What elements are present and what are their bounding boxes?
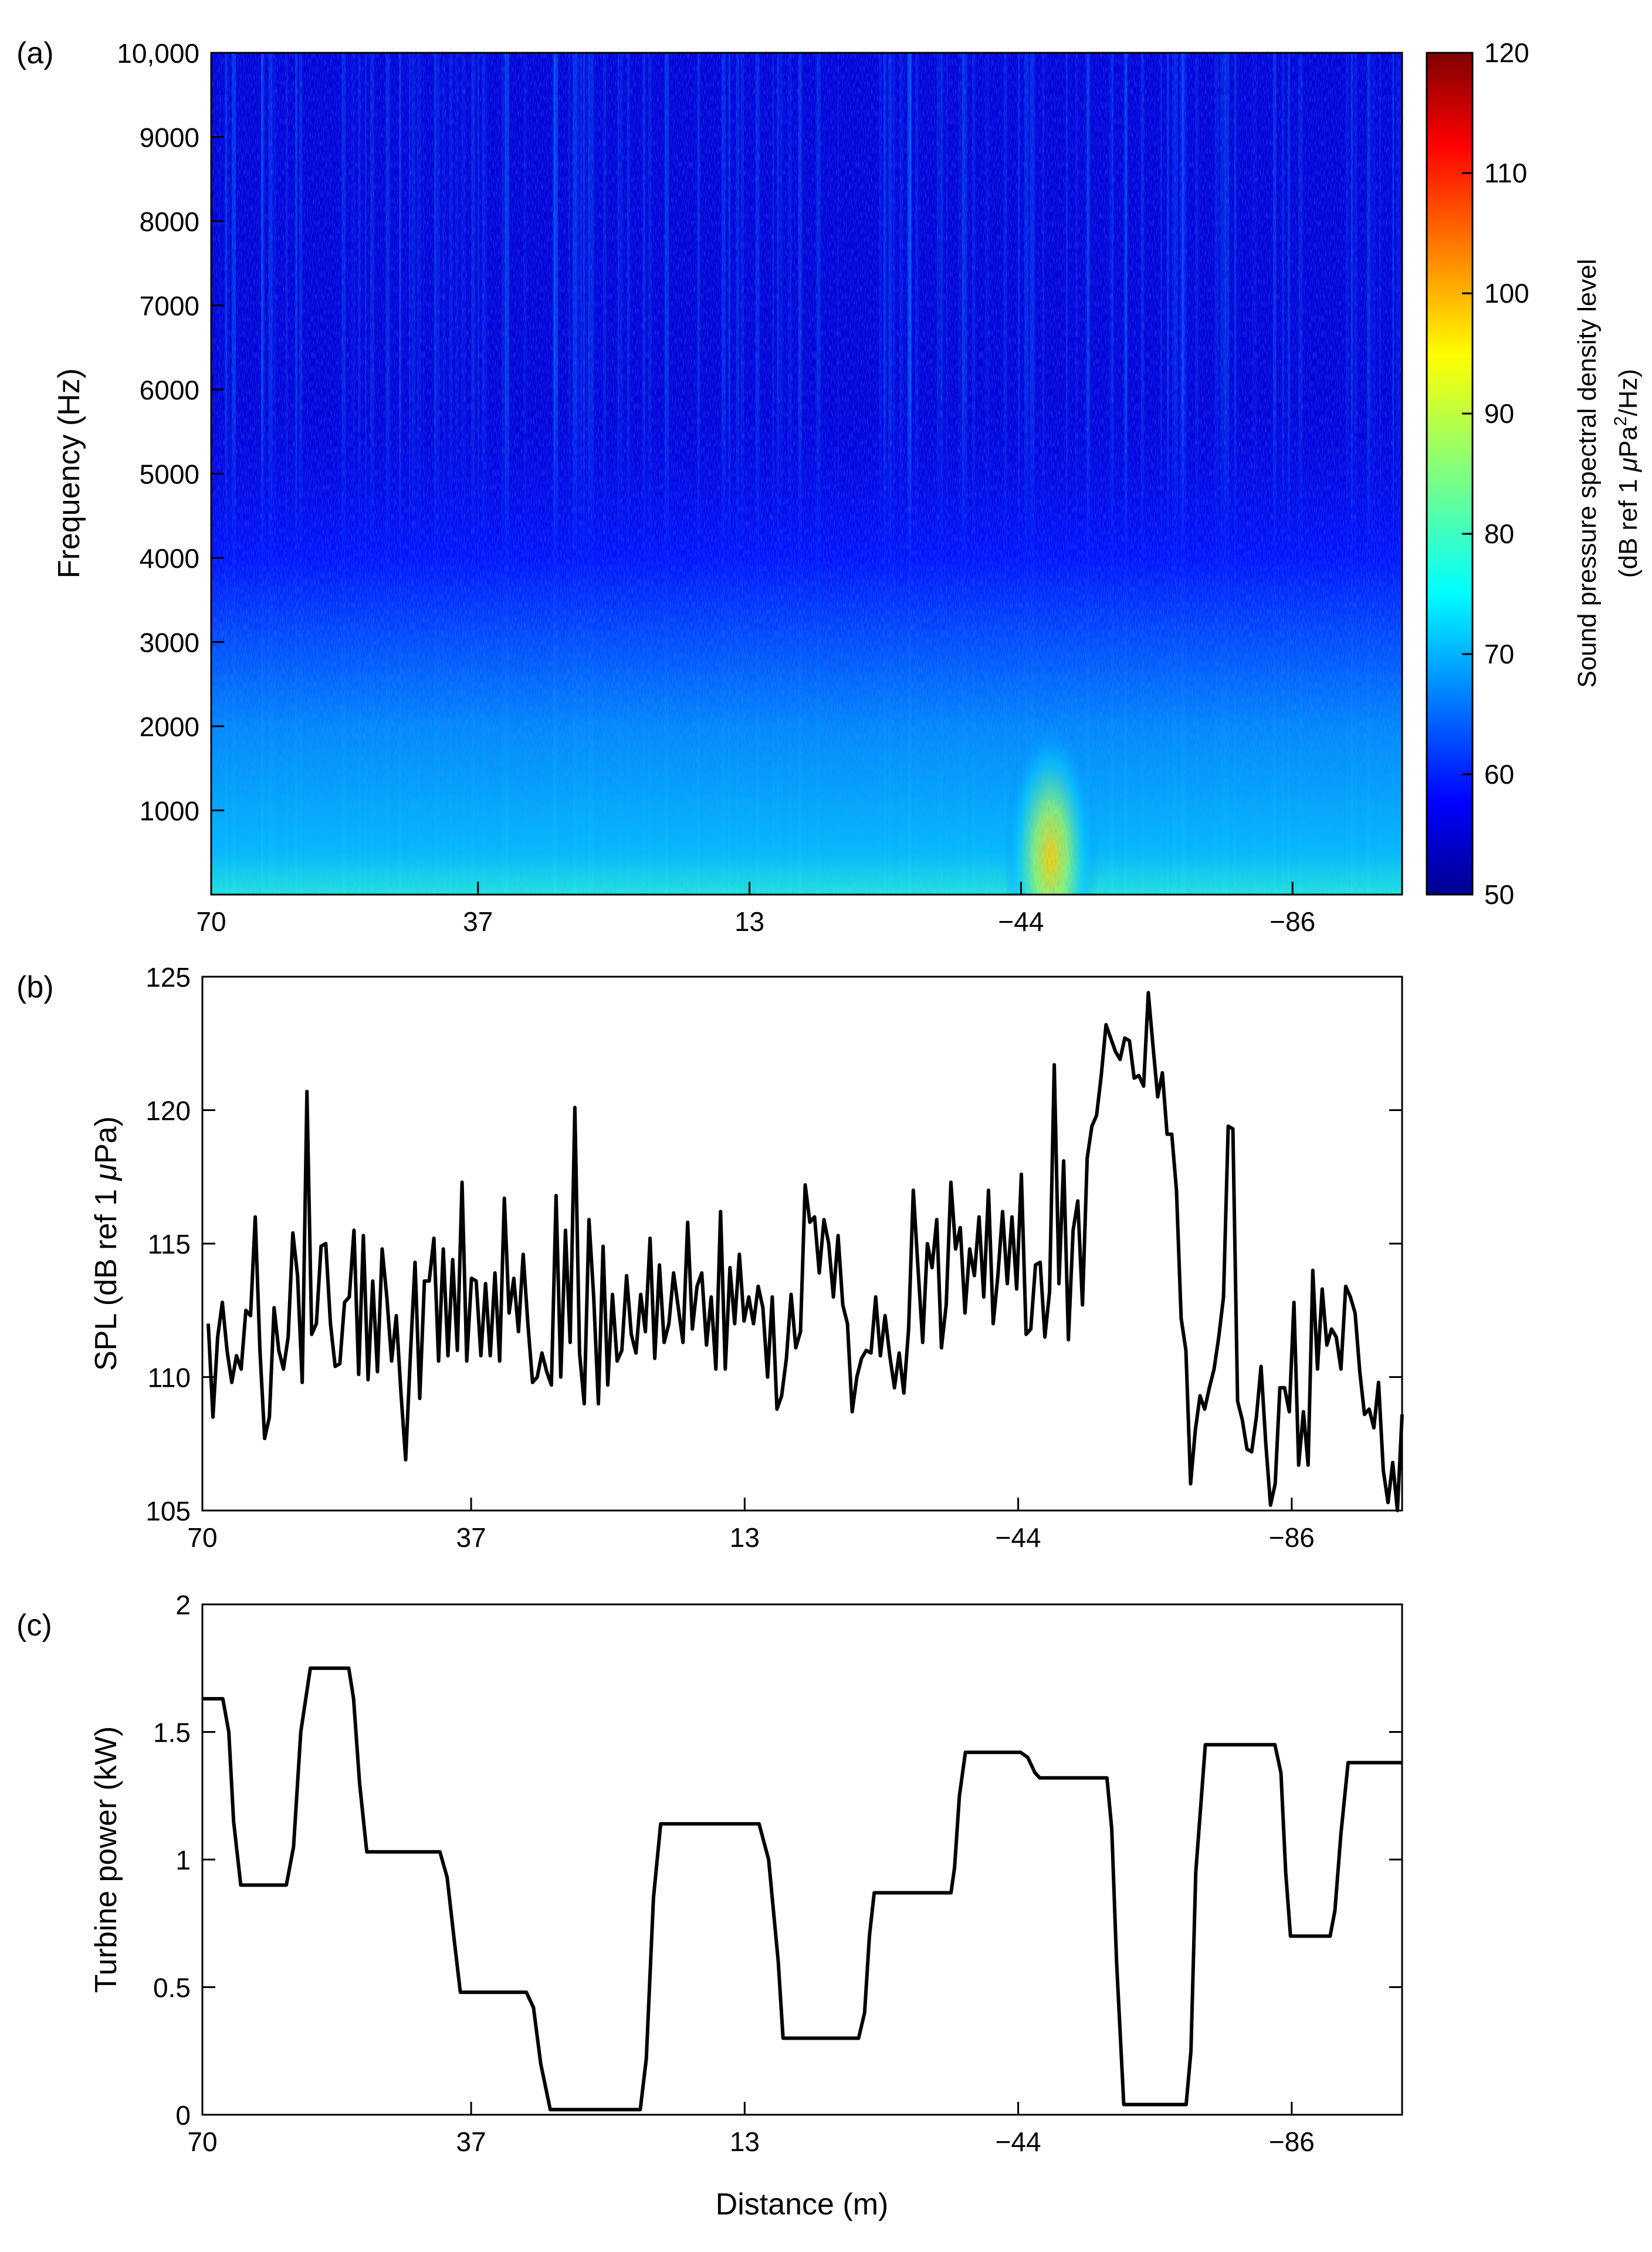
spectrogram-x-tick-label: −86 [1270,906,1315,937]
spectrogram-y-tick-label: 8000 [140,206,199,237]
colorbar-label-mu: μ [1614,458,1643,472]
power-y-ticks: 0 0.5 1 1.5 2 [153,1590,1402,2131]
spectrogram-y-tick-label: 10,000 [117,38,199,69]
spl-panel: (b) 105 110 115 120 125 70 37 13 −44 −86 SPL (dB… [16,962,1404,1553]
spectrogram-y-tick-label: 6000 [140,375,199,405]
colorbar-tick-label: 50 [1484,879,1514,910]
spectrogram-y-tick-label: 9000 [140,123,199,153]
power-y-tick-label: 1.5 [153,1718,191,1748]
power-x-tick-label: 13 [730,2126,760,2157]
spl-line [206,991,1404,1512]
colorbar-label-exp: 2 [1611,416,1630,426]
spectrogram-noise [211,53,1402,895]
spectrogram-y-ticks: 1000 2000 3000 4000 5000 6000 7000 8000 9000 10,0… [117,38,224,827]
spl-x-tick-label: 70 [187,1522,217,1553]
spl-y-label-suffix: Pa) [89,1116,123,1164]
spl-y-tick-label: 120 [145,1096,191,1126]
spl-x-tick-label: −44 [996,1522,1041,1553]
colorbar-label-line2: (dB ref 1 μPa2/Hz) [1611,369,1643,578]
spl-y-axis-label: SPL (dB ref 1 μPa) [89,1116,123,1371]
spl-y-tick-label: 115 [148,1229,191,1259]
panel-label-b: (b) [16,970,54,1004]
colorbar-tick-label: 80 [1484,519,1514,549]
spl-y-label-mu: μ [89,1164,123,1182]
spectrogram-x-tick-label: 70 [196,906,226,937]
power-x-tick-label: −44 [996,2126,1041,2157]
colorbar-ticks: 50 60 70 80 90 100 110 120 [1462,38,1529,910]
colorbar-tick-label: 70 [1484,639,1514,669]
spectrogram-x-tick-label: −44 [998,906,1044,937]
spectrogram-x-ticks: 70 37 13 −44 −86 [196,882,1315,937]
colorbar-label: Sound pressure spectral density level (d… [1573,259,1643,688]
spl-x-tick-label: 37 [456,1522,486,1553]
spectrogram-y-tick-label: 4000 [140,543,199,574]
spectrogram-y-tick-label: 2000 [140,712,199,742]
colorbar-tick-label: 90 [1484,398,1514,429]
spl-y-label-prefix: SPL (dB ref 1 [89,1180,123,1371]
spl-y-ticks: 105 110 115 120 125 [145,962,1402,1526]
spl-x-tick-label: −86 [1269,1522,1315,1553]
power-x-tick-label: −86 [1269,2126,1315,2157]
colorbar-label-line1: Sound pressure spectral density level [1573,259,1602,688]
spl-x-tick-label: 13 [730,1522,760,1553]
spectrogram-y-tick-label: 7000 [140,291,199,321]
colorbar-label-unit: Pa [1614,426,1643,458]
spectrogram-y-tick-label: 5000 [140,459,199,490]
power-x-tick-label: 37 [456,2126,486,2157]
power-x-axis-label: Distance (m) [716,2187,889,2221]
spl-x-ticks: 70 37 13 −44 −86 [187,1498,1315,1553]
power-y-tick-label: 1 [175,1845,191,1875]
power-x-tick-label: 70 [187,2126,217,2157]
colorbar-label-prefix: (dB ref 1 [1614,472,1643,578]
spectrogram-panel: (a) 1000 2000 3000 4000 5000 6000 7000 8000 9000… [16,36,1643,937]
power-y-tick-label: 0 [175,2100,191,2131]
panel-label-c: (c) [16,1608,52,1643]
spl-y-tick-label: 125 [145,962,191,993]
colorbar-label-suffix: /Hz) [1614,369,1643,416]
colorbar [1426,52,1474,896]
turbine-power-panel: (c) 0 0.5 1 1.5 2 70 37 13 −44 −86 Turbine power… [16,1590,1403,2221]
power-x-ticks: 70 37 13 −44 −86 [187,2102,1315,2157]
spectrogram-y-tick-label: 1000 [140,796,199,827]
colorbar-tick-label: 110 [1484,158,1527,188]
spectrogram-y-tick-label: 3000 [140,628,199,658]
spectrogram-y-axis-label: Frequency (Hz) [52,368,86,578]
spl-y-tick-label: 110 [148,1363,191,1393]
power-plot-frame [201,1603,1403,2116]
spectrogram-x-tick-label: 13 [734,906,764,937]
power-y-tick-label: 0.5 [153,1973,191,2003]
power-y-axis-label: Turbine power (kW) [89,1726,123,1993]
power-y-tick-label: 2 [175,1590,191,1620]
colorbar-tick-label: 60 [1484,759,1514,790]
colorbar-tick-label: 120 [1484,38,1529,68]
panel-label-a: (a) [16,36,54,70]
colorbar-tick-label: 100 [1484,278,1529,309]
spectrogram-x-tick-label: 37 [463,906,493,937]
power-line [202,1666,1402,2112]
spl-y-tick-label: 105 [145,1496,191,1526]
